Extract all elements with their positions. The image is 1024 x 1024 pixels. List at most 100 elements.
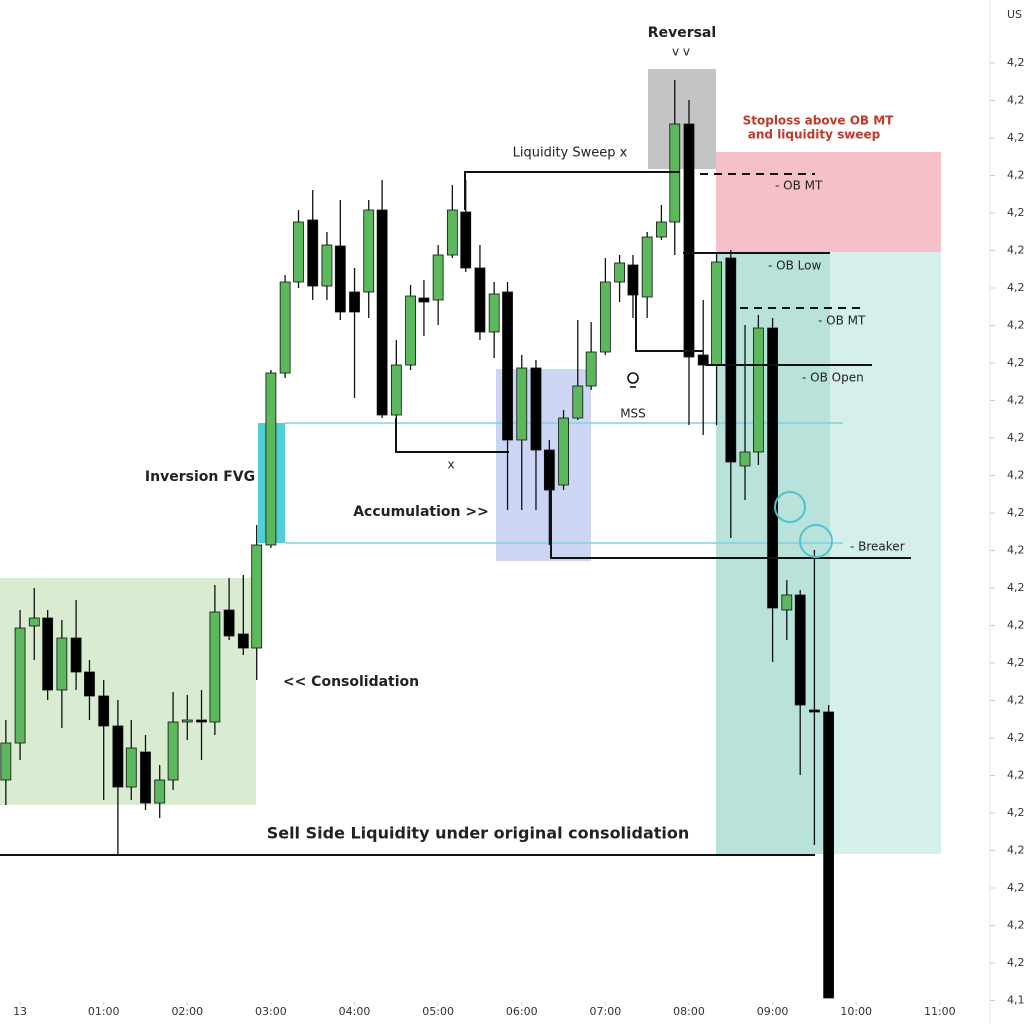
y-tick-label: 4,2: [1007, 806, 1024, 819]
liquidity-sweep-line: [464, 171, 680, 210]
y-tick-label: 4,2: [1007, 431, 1024, 444]
candle-body: [167, 721, 179, 781]
candle-body: [752, 327, 764, 453]
candle-body: [516, 367, 528, 441]
y-tick-label: 4,1: [1007, 994, 1024, 1007]
y-tick-label: 4,2: [1007, 131, 1024, 144]
annotation: MSS: [620, 407, 646, 421]
candle-body: [42, 617, 54, 691]
candle-body: [251, 544, 263, 649]
candle-body: [334, 245, 346, 313]
annotation: and liquidity sweep: [748, 128, 881, 142]
candle-body: [599, 281, 611, 353]
y-tick-label: 4,2: [1007, 544, 1024, 557]
candle-body: [293, 221, 304, 283]
candle-body: [112, 725, 124, 788]
y-tick-label: 4,2: [1007, 56, 1024, 69]
y-tick-label: 4,2: [1007, 319, 1024, 332]
candle-body: [432, 254, 444, 301]
candle-body: [739, 451, 751, 467]
x-tick-label: 07:00: [590, 1005, 622, 1018]
y-tick-label: 4,2: [1007, 206, 1024, 219]
x-tick-label: 02:00: [171, 1005, 203, 1018]
candle-body: [767, 327, 779, 609]
candle-body: [725, 257, 737, 463]
candle-body: [418, 297, 430, 303]
candle-body: [711, 261, 722, 366]
candle-body: [140, 751, 151, 804]
annotation: Accumulation >>: [353, 504, 489, 520]
y-tick-label: 4,2: [1007, 506, 1024, 519]
annotation: - OB MT: [818, 314, 866, 328]
candle-body: [683, 123, 695, 358]
x-tick-label: 10:00: [840, 1005, 872, 1018]
y-tick-label: 4,2: [1007, 356, 1024, 369]
lightbulb-icon: [627, 372, 639, 388]
candle-body: [823, 711, 835, 999]
breaker-circle: [799, 524, 833, 558]
candle-body: [697, 354, 709, 366]
candles: [0, 80, 835, 999]
sweep-low-line: [395, 418, 509, 453]
candle-body: [488, 293, 500, 333]
y-tick-label: 4,2: [1007, 394, 1024, 407]
candle-body: [655, 221, 667, 238]
x-tick-label: 05:00: [422, 1005, 454, 1018]
annotation: - OB Open: [802, 371, 864, 385]
mss-line: [635, 295, 703, 352]
annotation: - Breaker: [850, 540, 905, 554]
x-tick-label: 08:00: [673, 1005, 705, 1018]
y-tick-label: 4,2: [1007, 169, 1024, 182]
candle-body: [237, 633, 249, 649]
y-tick-label: 4,2: [1007, 94, 1024, 107]
axis-header: US: [1007, 8, 1022, 21]
candle-body: [614, 262, 625, 283]
x-tick-label: 09:00: [757, 1005, 789, 1018]
y-tick-label: 4,2: [1007, 731, 1024, 744]
candle-body: [223, 609, 235, 637]
annotation: v v: [672, 45, 690, 59]
breaker-circle: [774, 491, 806, 523]
candle-body: [474, 267, 486, 333]
candle-body: [28, 617, 40, 627]
candle-body: [405, 295, 416, 366]
candle-body: [809, 709, 820, 713]
y-tick-label: 4,2: [1007, 281, 1024, 294]
reversal-zone: [648, 69, 716, 169]
annotation: - OB Low: [768, 259, 821, 273]
candle-body: [321, 244, 333, 287]
annotation: Stoploss above OB MT: [743, 114, 895, 128]
stoploss-zone: [716, 152, 941, 252]
candle-body: [209, 611, 221, 723]
candle-body: [446, 209, 458, 256]
x-tick-label: 06:00: [506, 1005, 538, 1018]
y-tick-label: 4,2: [1007, 694, 1024, 707]
candle-body: [572, 385, 584, 419]
candle-body: [154, 779, 166, 804]
candle-body: [530, 367, 542, 451]
candle-body: [279, 281, 291, 374]
candle-body: [641, 236, 653, 298]
y-tick-label: 4,2: [1007, 844, 1024, 857]
y-tick-label: 4,2: [1007, 619, 1024, 632]
annotation: - OB MT: [775, 179, 823, 193]
candle-body: [781, 594, 793, 611]
annotation: Inversion FVG: [145, 469, 255, 485]
candle-body: [0, 742, 12, 781]
y-tick-label: 4,2: [1007, 919, 1024, 932]
candle-body: [98, 695, 110, 727]
x-tick-label: 04:00: [339, 1005, 371, 1018]
y-tick-label: 4,2: [1007, 769, 1024, 782]
annotation: x: [447, 458, 454, 472]
candle-body: [181, 719, 193, 723]
candle-body: [543, 449, 555, 491]
y-tick-label: 4,2: [1007, 656, 1024, 669]
candle-body: [84, 671, 95, 697]
annotation: << Consolidation: [283, 674, 419, 690]
candle-body: [627, 264, 639, 296]
breaker-line: [550, 490, 911, 559]
candle-body: [70, 637, 82, 673]
y-tick-label: 4,2: [1007, 469, 1024, 482]
x-tick-label: 03:00: [255, 1005, 287, 1018]
